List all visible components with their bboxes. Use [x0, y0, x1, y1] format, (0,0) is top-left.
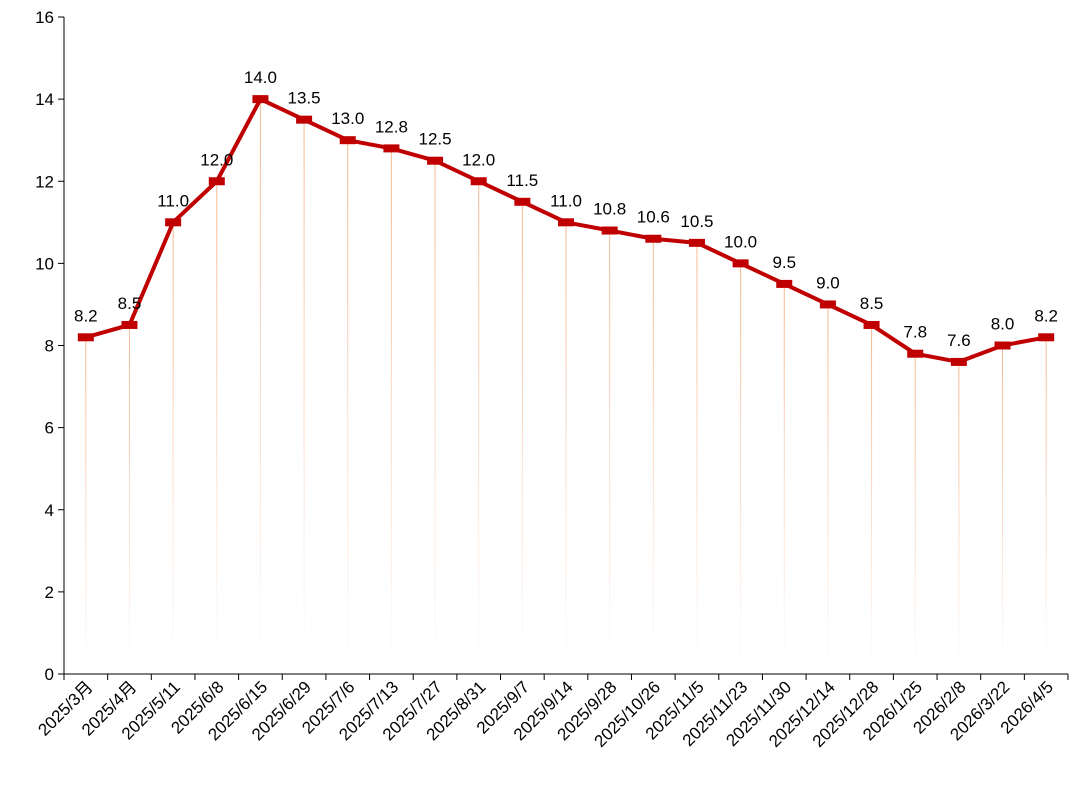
data-label: 10.6 [637, 208, 670, 227]
x-axis: 2025/3月2025/4月2025/5/112025/6/82025/6/15… [34, 673, 1069, 751]
data-point [776, 279, 793, 288]
drop-lines [85, 99, 1047, 675]
data-label: 10.5 [680, 212, 713, 231]
drop-line [216, 181, 218, 674]
data-point [819, 300, 836, 309]
data-point [907, 349, 924, 358]
data-point [339, 136, 356, 145]
drop-line [521, 201, 523, 674]
data-point [470, 177, 487, 186]
drop-line [958, 361, 960, 674]
data-point [427, 156, 444, 165]
drop-line [172, 222, 174, 674]
y-tick-label: 10 [35, 254, 54, 273]
drop-line [740, 263, 742, 674]
drop-line [347, 140, 349, 674]
drop-line [783, 283, 785, 674]
drop-line [871, 324, 873, 674]
data-label: 8.2 [74, 306, 98, 325]
data-label: 10.8 [593, 200, 626, 219]
data-point [558, 218, 574, 227]
data-label: 8.0 [991, 315, 1015, 334]
drop-line [85, 337, 87, 674]
data-point [994, 341, 1011, 350]
data-point [1038, 333, 1055, 342]
data-label: 7.6 [947, 331, 971, 350]
y-tick-label: 4 [45, 501, 54, 520]
drop-line [1002, 345, 1004, 674]
data-label: 14.0 [244, 68, 277, 87]
data-label: 9.5 [772, 253, 796, 272]
drop-line [434, 160, 436, 674]
data-point [208, 177, 225, 186]
data-labels: 8.2 8.5 11.0 12.0 14.0 13.5 13.0 12.8 12.5 12.0 11… [74, 68, 1058, 350]
data-label: 11.0 [157, 191, 189, 210]
data-label: 13.0 [331, 109, 364, 128]
drop-line [478, 181, 480, 674]
data-point [601, 226, 618, 235]
data-point [645, 234, 662, 243]
data-point [252, 95, 269, 104]
data-label: 12.0 [462, 150, 495, 169]
data-label: 8.2 [1034, 306, 1058, 325]
drop-line [259, 99, 261, 674]
y-tick-label: 14 [35, 90, 54, 109]
y-tick-label: 6 [45, 419, 54, 438]
y-tick-label: 12 [35, 172, 54, 191]
y-tick-label: 2 [45, 583, 54, 602]
data-point [688, 238, 705, 247]
data-point [514, 197, 531, 206]
data-point [165, 218, 182, 227]
data-label: 12.5 [418, 130, 451, 149]
data-label: 7.8 [903, 323, 927, 342]
data-label: 10.0 [724, 232, 757, 251]
data-point [950, 357, 967, 366]
data-label: 11.5 [506, 171, 538, 190]
drop-line [565, 222, 567, 674]
data-label: 12.0 [200, 150, 233, 169]
y-tick-label: 8 [45, 337, 54, 356]
y-axis: 0 2 4 6 8 10 12 14 16 [35, 8, 65, 684]
data-point [383, 144, 400, 153]
drop-line [609, 230, 611, 674]
drop-line [390, 148, 392, 674]
data-label: 8.5 [118, 294, 142, 313]
drop-line [696, 242, 698, 674]
drop-line [914, 353, 916, 674]
data-point [77, 333, 94, 342]
drop-line [827, 304, 829, 674]
data-label: 8.5 [860, 294, 884, 313]
data-label: 9.0 [816, 273, 840, 292]
y-tick-label: 16 [35, 8, 54, 27]
drop-line [128, 324, 130, 674]
markers [77, 95, 1055, 366]
data-point [732, 259, 749, 268]
data-point [296, 115, 313, 124]
y-tick-label: 0 [45, 665, 54, 684]
drop-line [303, 119, 305, 674]
drop-line [652, 238, 654, 675]
data-label: 11.0 [550, 191, 582, 210]
data-label: 12.8 [375, 117, 408, 136]
drop-line [1045, 337, 1047, 674]
data-point [863, 320, 880, 329]
data-label: 13.5 [288, 89, 321, 108]
data-point [121, 320, 138, 329]
